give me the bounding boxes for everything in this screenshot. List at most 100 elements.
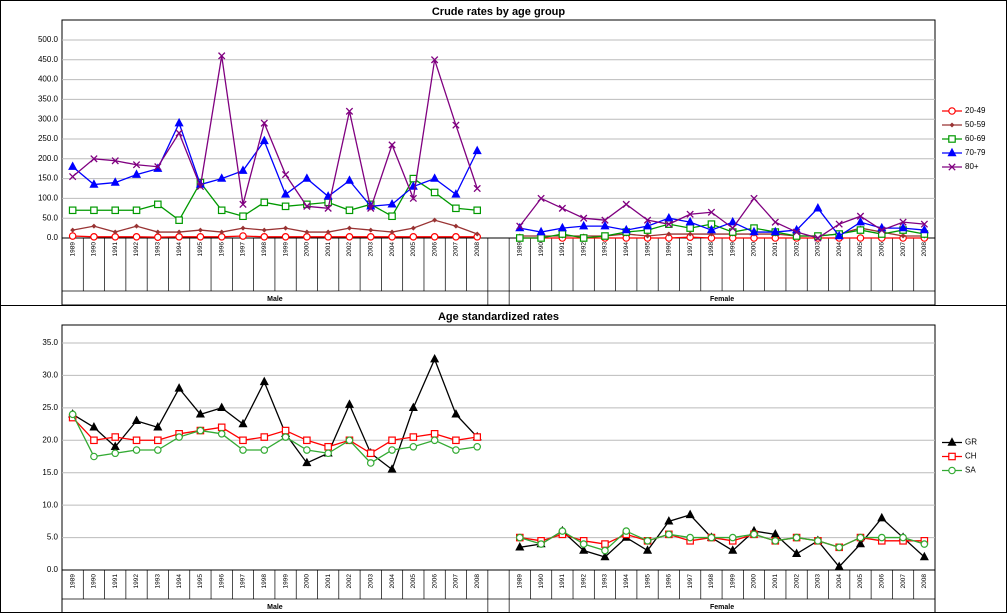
x-tick-label: 1996 (218, 574, 225, 589)
x-tick-label: 2004 (836, 574, 843, 589)
marker (174, 383, 184, 392)
marker (835, 220, 843, 228)
x-tick-label: 1992 (580, 574, 587, 589)
x-tick-label: 2001 (772, 242, 779, 257)
marker (281, 170, 290, 179)
marker (664, 516, 674, 525)
x-tick-label: 1991 (112, 242, 119, 257)
marker (239, 200, 247, 208)
x-tick-label: 1989 (69, 242, 76, 257)
x-tick-label: 2007 (453, 242, 460, 257)
x-tick-label: 1998 (261, 242, 268, 257)
marker (771, 537, 780, 545)
marker (196, 182, 205, 191)
marker (131, 415, 142, 425)
marker (948, 163, 956, 171)
marker (728, 216, 738, 226)
x-tick-label: 1993 (602, 574, 609, 589)
marker (346, 225, 352, 231)
marker (771, 218, 779, 226)
marker (324, 449, 332, 458)
marker (430, 233, 439, 241)
marker (325, 229, 331, 235)
marker (878, 226, 886, 234)
marker (260, 198, 269, 207)
marker (131, 169, 142, 178)
x-tick-label: 2002 (346, 574, 353, 589)
marker (685, 509, 695, 519)
x-tick-label: 1995 (644, 242, 651, 257)
marker (91, 223, 97, 229)
x-tick-label: 1994 (176, 242, 183, 257)
x-tick-label: 2004 (836, 242, 843, 257)
marker (112, 229, 118, 235)
marker (920, 220, 929, 228)
plot-frame (61, 324, 936, 613)
series-line (519, 514, 925, 568)
x-tick-label: 2006 (878, 242, 885, 257)
y-tick-label: 0.0 (47, 565, 59, 574)
marker (949, 122, 955, 128)
legend-label: CH (965, 452, 977, 461)
marker (303, 200, 311, 209)
marker (388, 212, 396, 221)
x-tick-label: 1991 (559, 574, 566, 589)
marker (665, 530, 673, 539)
marker (792, 533, 801, 542)
x-tick-label: 1993 (155, 242, 162, 257)
marker (68, 410, 77, 419)
x-tick-label: 1998 (708, 242, 715, 257)
series-line (72, 357, 478, 471)
chart-title: Age standardized rates (438, 311, 559, 323)
marker (536, 226, 546, 236)
x-tick-label: 2001 (325, 574, 332, 589)
marker (217, 206, 226, 215)
marker (217, 173, 227, 182)
marker (749, 226, 759, 236)
y-tick-label: 10.0 (42, 500, 58, 509)
x-tick-label: 1989 (517, 574, 524, 589)
marker (89, 422, 99, 431)
marker (473, 442, 482, 451)
marker (196, 233, 205, 241)
x-tick-label: 2006 (431, 242, 438, 257)
marker (368, 227, 374, 233)
x-tick-label: 1996 (666, 242, 673, 257)
x-tick-label: 2003 (815, 242, 822, 257)
x-tick-label: 1993 (155, 574, 162, 589)
marker (89, 179, 99, 188)
marker (239, 212, 247, 221)
marker (601, 540, 609, 548)
marker (68, 161, 78, 170)
marker (409, 233, 418, 241)
marker (601, 546, 609, 555)
y-tick-label: 30.0 (42, 371, 58, 380)
marker (175, 433, 183, 441)
marker (90, 233, 98, 241)
x-tick-label: 1990 (91, 574, 98, 589)
marker (134, 223, 140, 229)
marker (388, 141, 396, 149)
marker (111, 433, 120, 441)
marker (707, 533, 716, 542)
marker (408, 402, 418, 412)
marker (664, 212, 674, 222)
legend-label: 20-49 (965, 106, 986, 115)
marker (388, 436, 396, 445)
marker (898, 222, 908, 232)
marker (792, 548, 802, 557)
marker (877, 512, 887, 522)
marker (176, 229, 182, 235)
x-tick-label: 1990 (538, 242, 545, 257)
marker (239, 446, 247, 454)
marker (430, 56, 439, 64)
marker (367, 204, 375, 212)
marker (409, 194, 417, 203)
marker (706, 224, 716, 234)
marker (452, 446, 460, 454)
marker (324, 204, 332, 212)
marker (558, 230, 567, 238)
legend-label: GR (965, 438, 977, 447)
